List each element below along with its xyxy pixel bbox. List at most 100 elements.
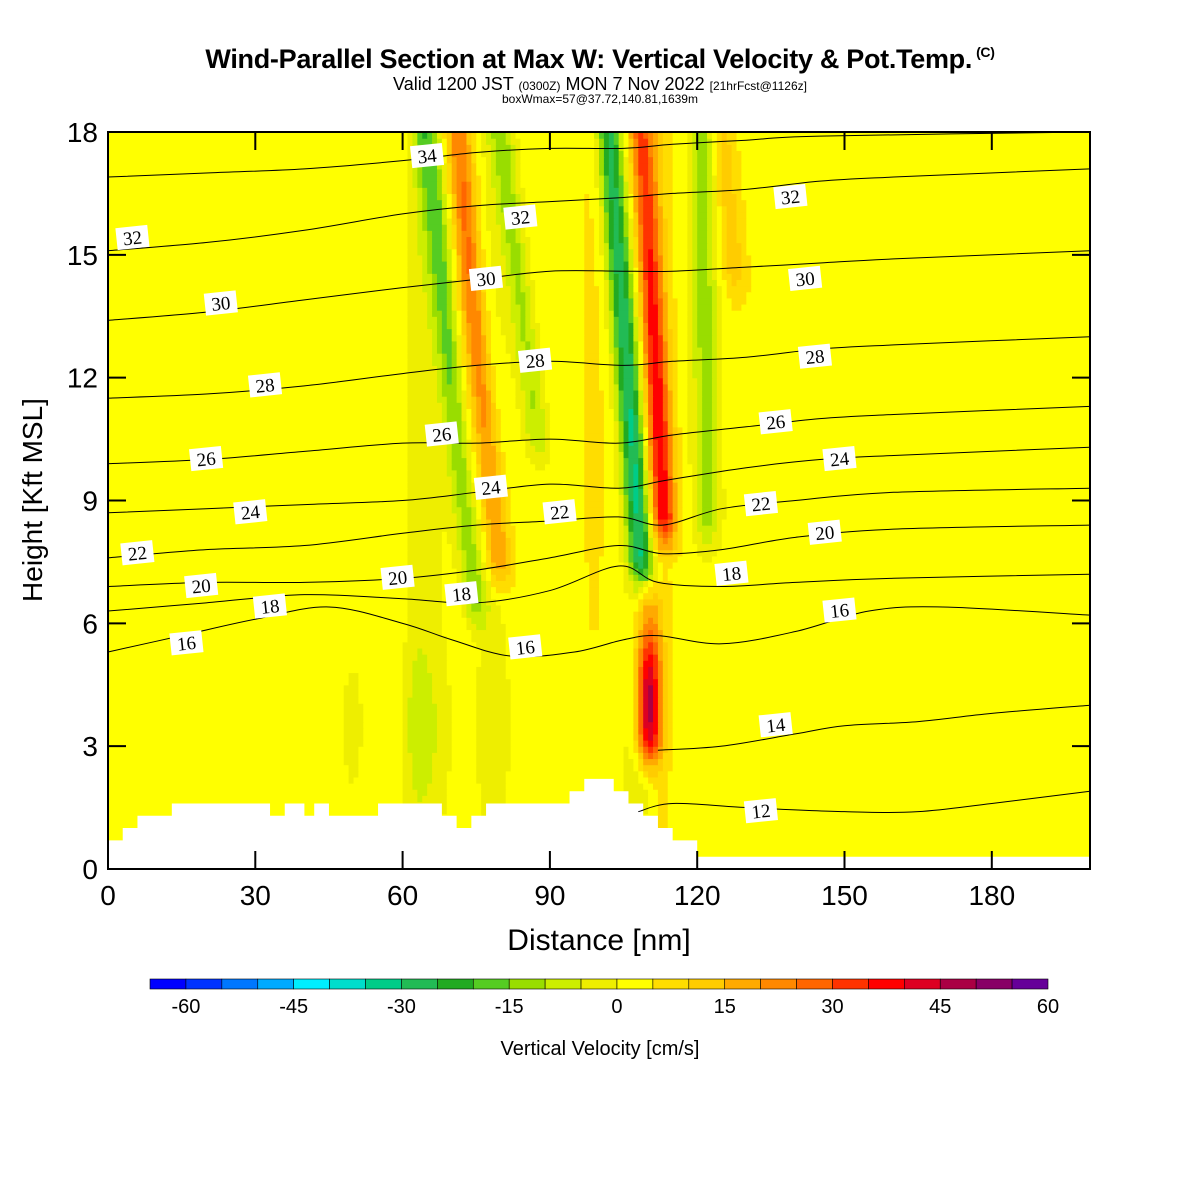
velocity-cell <box>471 537 477 545</box>
colorbar-tick-label: 15 <box>714 996 736 1018</box>
velocity-cell <box>476 205 482 213</box>
velocity-cell <box>584 475 605 483</box>
velocity-cell <box>486 181 492 188</box>
velocity-cell <box>549 439 585 446</box>
velocity-cell <box>697 500 703 508</box>
velocity-cell <box>436 703 453 710</box>
velocity-cell <box>476 543 482 551</box>
velocity-cell <box>402 641 448 649</box>
velocity-cell <box>476 518 482 526</box>
velocity-cell <box>628 322 634 330</box>
velocity-cell <box>505 334 517 342</box>
velocity-cell <box>662 377 669 385</box>
velocity-cell <box>687 297 693 305</box>
velocity-cell <box>603 144 610 152</box>
velocity-cell <box>525 334 536 342</box>
velocity-cell <box>648 537 654 545</box>
velocity-cell <box>721 531 1091 538</box>
velocity-cell <box>702 518 713 526</box>
velocity-cell <box>702 475 713 483</box>
velocity-cell <box>618 543 625 551</box>
velocity-cell <box>530 273 585 280</box>
velocity-cell <box>603 187 610 195</box>
velocity-cell <box>441 132 448 139</box>
velocity-cell <box>407 525 458 532</box>
velocity-cell <box>525 310 531 317</box>
velocity-cell <box>648 518 654 526</box>
label-box <box>508 634 543 660</box>
velocity-cell <box>721 205 728 213</box>
velocity-cell <box>648 482 654 489</box>
velocity-cell <box>471 377 477 385</box>
velocity-cell <box>692 187 698 195</box>
colorbar-swatch <box>796 978 833 990</box>
velocity-cell <box>500 187 512 195</box>
label-box <box>743 490 778 517</box>
velocity-cell <box>422 254 428 262</box>
velocity-cell <box>677 346 688 354</box>
isentrope-label-text: 32 <box>122 228 143 251</box>
velocity-cell <box>108 494 409 502</box>
velocity-cell <box>490 580 517 588</box>
velocity-cell <box>648 162 654 170</box>
velocity-cell <box>476 132 482 139</box>
label-box <box>503 204 538 230</box>
velocity-cell <box>505 457 531 465</box>
velocity-cell <box>466 168 472 176</box>
velocity-cell <box>584 518 605 526</box>
velocity-cell <box>407 426 443 434</box>
velocity-cell <box>108 561 409 569</box>
velocity-cell <box>540 396 546 403</box>
velocity-cell <box>726 248 742 256</box>
velocity-cell <box>716 494 728 502</box>
velocity-cell <box>687 408 698 416</box>
velocity-cell <box>677 316 688 323</box>
colorbar-tick-label: 0 <box>611 996 622 1018</box>
velocity-cell <box>402 783 414 790</box>
velocity-cell <box>657 715 664 723</box>
velocity-cell <box>648 690 654 698</box>
velocity-cell <box>638 236 644 244</box>
velocity-cell <box>633 150 639 158</box>
velocity-cell <box>716 162 723 170</box>
velocity-cell <box>108 580 409 588</box>
velocity-cell <box>603 291 610 299</box>
velocity-cell <box>535 445 546 452</box>
velocity-cell <box>633 420 639 428</box>
label-box <box>252 593 287 619</box>
velocity-cell <box>486 322 492 330</box>
velocity-cell <box>657 721 664 729</box>
velocity-cell <box>446 414 463 422</box>
velocity-cell <box>672 359 679 366</box>
velocity-cell <box>108 224 409 231</box>
velocity-cell <box>471 260 477 268</box>
velocity-cell <box>456 518 463 526</box>
x-tick-label: 60 <box>387 880 418 911</box>
velocity-cell <box>623 537 630 545</box>
velocity-cell <box>456 156 468 164</box>
velocity-cell <box>500 414 522 422</box>
velocity-cell <box>638 162 649 170</box>
velocity-cell <box>466 420 472 428</box>
velocity-cell <box>618 500 625 508</box>
velocity-cell <box>540 346 585 354</box>
velocity-cell <box>530 316 536 323</box>
velocity-cell <box>466 383 472 391</box>
velocity-cell <box>441 531 448 538</box>
velocity-cell <box>490 254 507 262</box>
velocity-cell <box>417 132 423 139</box>
velocity-cell <box>692 494 698 502</box>
velocity-cell <box>481 457 497 465</box>
velocity-cell <box>643 752 649 760</box>
velocity-cell <box>456 353 463 360</box>
velocity-cell <box>402 684 414 692</box>
velocity-cell <box>628 494 634 502</box>
velocity-cell <box>633 439 639 446</box>
velocity-cell <box>520 162 595 170</box>
velocity-cell <box>711 211 718 219</box>
velocity-cell <box>446 181 453 188</box>
velocity-cell <box>461 199 468 207</box>
velocity-cell <box>505 512 512 520</box>
velocity-cell <box>343 697 360 704</box>
velocity-cell <box>407 174 414 182</box>
